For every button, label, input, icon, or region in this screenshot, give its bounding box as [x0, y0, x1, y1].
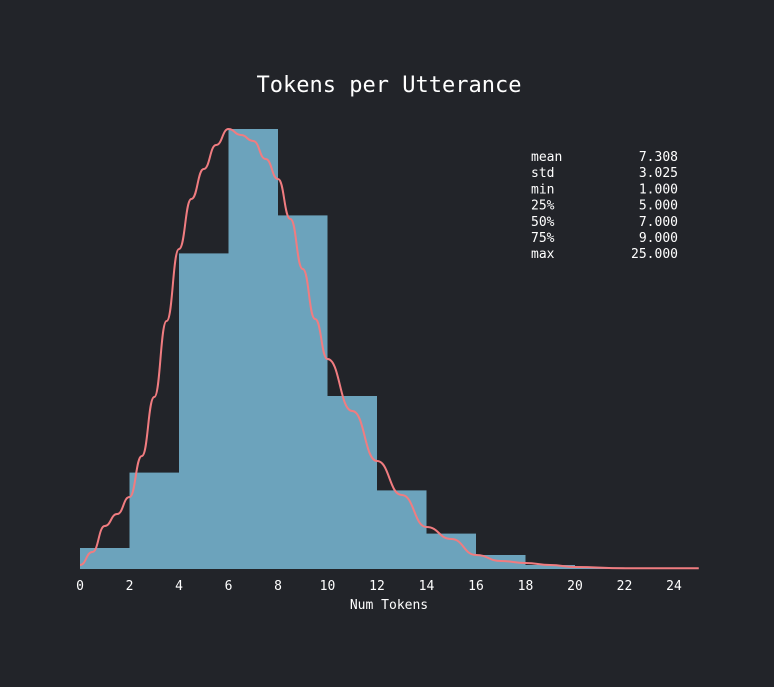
histogram-bars [80, 129, 699, 569]
stat-label: 25% [531, 199, 555, 214]
x-tick-label: 4 [175, 579, 183, 594]
x-tick-label: 22 [617, 579, 633, 594]
stat-value: 1.000 [639, 182, 678, 197]
x-axis-ticks: 0 2 4 6 8 10 12 14 16 18 20 22 24 [76, 579, 682, 594]
histogram-bar [80, 548, 130, 569]
x-tick-label: 18 [518, 579, 534, 594]
histogram-bar [278, 215, 328, 569]
x-tick-label: 14 [419, 579, 435, 594]
stat-label: max [531, 247, 555, 262]
x-tick-label: 6 [225, 579, 233, 594]
stat-value: 9.000 [639, 231, 678, 246]
stat-value: 7.308 [639, 150, 678, 165]
summary-stats-table: mean 7.308 std 3.025 min 1.000 25% 5.000 50% 7.00… [531, 150, 678, 262]
stat-label: 50% [531, 215, 555, 230]
x-tick-label: 2 [126, 579, 134, 594]
stat-value: 3.025 [639, 166, 678, 181]
x-tick-label: 12 [369, 579, 385, 594]
chart-title: Tokens per Utterance [257, 73, 522, 98]
x-tick-label: 10 [320, 579, 336, 594]
stat-value: 7.000 [639, 215, 678, 230]
histogram-bar [179, 253, 229, 569]
kde-curve [79, 127, 699, 570]
histogram-bar [525, 565, 575, 569]
stat-value: 25.000 [631, 247, 678, 262]
stat-label: 75% [531, 231, 555, 246]
stat-label: min [531, 182, 554, 197]
x-tick-label: 0 [76, 579, 84, 594]
x-axis-label: Num Tokens [350, 598, 428, 613]
x-tick-label: 24 [666, 579, 682, 594]
x-tick-label: 8 [274, 579, 282, 594]
x-tick-label: 16 [468, 579, 484, 594]
histogram-bar [228, 129, 278, 569]
stat-value: 5.000 [639, 199, 678, 214]
x-tick-label: 20 [567, 579, 583, 594]
histogram-bar [327, 396, 377, 569]
histogram-bar [129, 472, 179, 569]
stat-label: std [531, 166, 554, 181]
stat-label: mean [531, 150, 562, 165]
histogram-bar [377, 490, 427, 569]
